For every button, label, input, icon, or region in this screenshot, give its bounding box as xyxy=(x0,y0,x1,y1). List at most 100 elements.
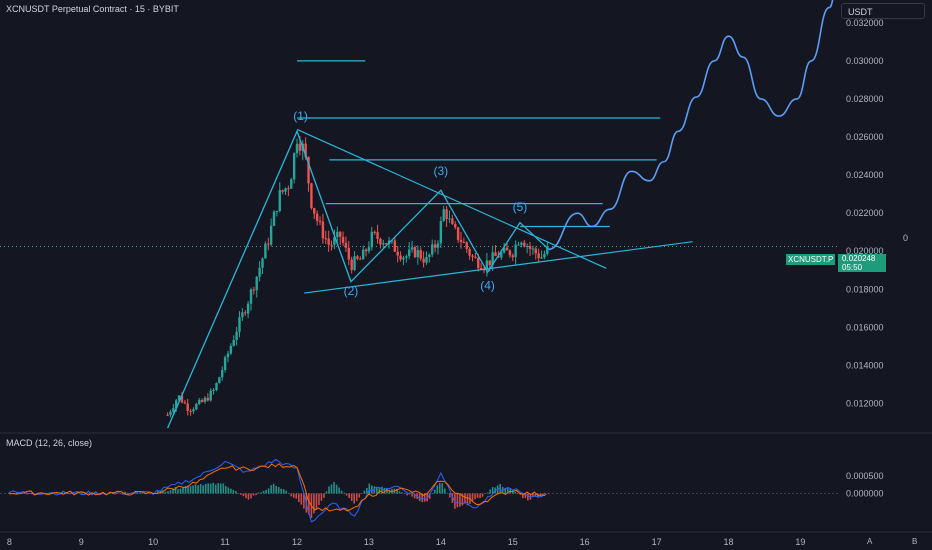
macd-histogram-bar xyxy=(84,493,86,494)
candle-body xyxy=(514,244,517,258)
macd-histogram-bar xyxy=(350,493,353,501)
macd-histogram-bar xyxy=(270,485,272,494)
macd-histogram-bar xyxy=(428,493,431,499)
macd-histogram-bar xyxy=(202,485,204,494)
macd-histogram-bar xyxy=(499,483,501,494)
macd-histogram-bar xyxy=(320,493,323,501)
price-axis: 0.032000 0.030000 0.028000 0.026000 0.024000… xyxy=(0,18,932,547)
candle-body xyxy=(195,403,198,410)
candle-body xyxy=(425,256,428,263)
x-tick-label: 18 xyxy=(724,537,734,547)
macd-histogram-bar xyxy=(179,488,182,494)
macd-histogram-bar xyxy=(479,493,481,499)
macd-line xyxy=(9,458,546,523)
candle-body xyxy=(410,247,414,250)
macd-histogram-bar xyxy=(207,483,210,494)
macd-histogram-bar xyxy=(491,487,494,494)
macd-histogram-bar xyxy=(292,493,295,498)
candle-body xyxy=(295,143,299,154)
price-tag-symbol: XCNUSDT.P xyxy=(786,254,836,265)
currency-selector[interactable]: USDT xyxy=(841,3,925,19)
candle-body xyxy=(468,249,471,256)
candle-body xyxy=(212,390,215,392)
wave-label: (5) xyxy=(513,200,528,214)
macd-histogram-bar xyxy=(267,488,270,494)
macd-histogram-bar xyxy=(287,493,290,494)
macd-histogram-bar xyxy=(464,493,466,504)
macd-histogram-bar xyxy=(209,483,212,494)
macd-histogram-bar xyxy=(227,487,230,494)
macd-histogram-bar xyxy=(245,493,247,499)
candle-body xyxy=(238,317,241,332)
candle-body xyxy=(537,253,540,259)
macd-histogram-bar xyxy=(484,492,486,494)
candle-body xyxy=(307,157,310,184)
candle-body xyxy=(275,211,279,213)
log-scale-button[interactable]: B xyxy=(912,537,918,546)
macd-histogram-bar xyxy=(242,493,245,497)
macd-histogram-bar xyxy=(237,493,240,494)
candle-body xyxy=(488,260,491,266)
candle-body xyxy=(249,289,253,304)
candle-body xyxy=(292,153,296,180)
candle-body xyxy=(456,227,460,240)
candle-body xyxy=(324,238,327,240)
price-pane: (1) (2) (3) (4) (5) xyxy=(0,0,840,429)
auto-scale-button[interactable]: A xyxy=(867,537,873,546)
macd-histogram-bar xyxy=(381,486,383,494)
candle-body xyxy=(500,252,503,258)
candle-body xyxy=(442,209,445,222)
macd-histogram-bar xyxy=(383,487,386,494)
candle-body xyxy=(361,249,365,260)
macd-histogram-bar xyxy=(340,490,343,494)
candle-body xyxy=(318,220,322,222)
macd-histogram-bar xyxy=(345,493,348,496)
macd-tick-label: 0.000500 xyxy=(846,471,884,481)
macd-histogram-bar xyxy=(262,490,265,494)
candle-body xyxy=(477,257,480,268)
macd-histogram-bar xyxy=(517,493,519,494)
candle-body xyxy=(304,143,307,158)
y-tick-label: 0.014000 xyxy=(846,360,884,370)
candle-body xyxy=(517,244,520,246)
candle-body xyxy=(284,188,287,192)
candle-body xyxy=(206,397,210,401)
macd-histogram-bar xyxy=(418,493,421,502)
macd-histogram-bar xyxy=(444,488,446,494)
chart-title: XCNUSDT Perpetual Contract · 15 · BYBIT xyxy=(6,4,179,14)
price-tag-countdown: 05:50 xyxy=(842,263,863,272)
macd-histogram-bar xyxy=(194,484,197,494)
candle-body xyxy=(511,255,514,258)
y-tick-label: 0.024000 xyxy=(846,170,884,180)
candle-body xyxy=(540,257,543,259)
candle-body xyxy=(364,249,368,252)
macd-histogram-bar xyxy=(466,493,469,506)
candle-body xyxy=(223,357,227,371)
candle-body xyxy=(451,218,454,225)
candle-body xyxy=(338,231,342,237)
macd-histogram-bar xyxy=(157,491,159,494)
candle-body xyxy=(353,256,356,270)
candle-body xyxy=(321,221,325,239)
macd-histogram-bar xyxy=(232,490,235,494)
macd-histogram-bar xyxy=(330,484,333,494)
macd-histogram-bar xyxy=(141,492,144,494)
macd-histogram-bar xyxy=(365,487,368,494)
macd-histogram-bar xyxy=(486,492,489,494)
signal-line xyxy=(9,463,546,512)
macd-histogram-bar xyxy=(313,493,315,514)
y-tick-label: 0.016000 xyxy=(846,322,884,332)
candle-body xyxy=(422,258,425,263)
candle-body xyxy=(479,267,483,270)
macd-histogram-bar xyxy=(413,493,416,499)
macd-histogram-bar xyxy=(408,493,411,495)
candle-body xyxy=(200,399,204,402)
candle-body xyxy=(313,208,316,214)
y-tick-label: 0.012000 xyxy=(846,398,884,408)
candle-body xyxy=(258,267,261,277)
candle-body xyxy=(402,257,405,260)
macd-histogram-bar xyxy=(471,493,474,502)
macd-histogram-bar xyxy=(48,492,51,494)
macd-histogram-bar xyxy=(333,482,335,494)
